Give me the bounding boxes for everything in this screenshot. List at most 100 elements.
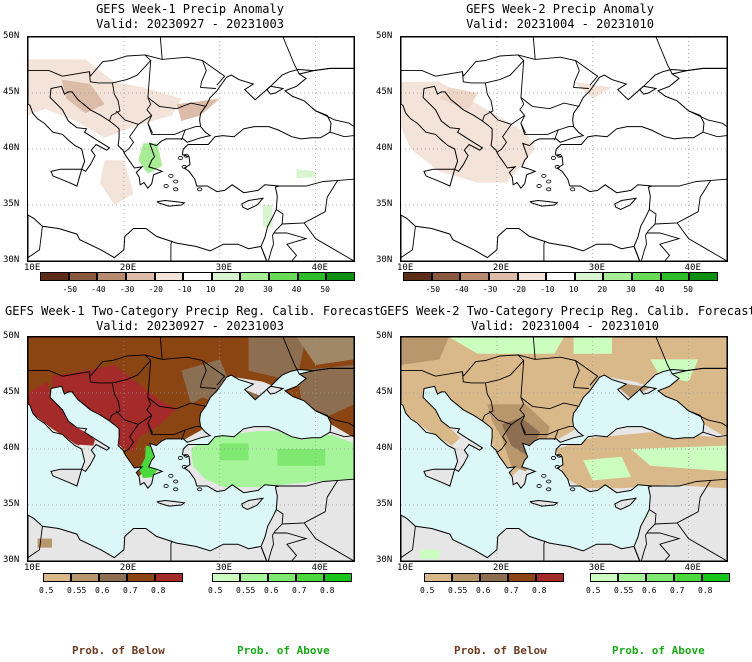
island — [570, 187, 576, 192]
country-border — [517, 354, 589, 389]
colorbar-swatch — [211, 272, 241, 281]
lat-label: 45N — [376, 87, 393, 97]
country-border — [645, 509, 657, 536]
colorbar-label: -10 — [177, 285, 192, 294]
coastline — [423, 168, 456, 187]
colorbar-swatch — [97, 272, 126, 281]
country-border — [115, 410, 152, 425]
island — [554, 165, 560, 169]
island — [168, 173, 174, 178]
colorbar-label: 10 — [568, 285, 579, 294]
island — [550, 156, 557, 160]
colorbar-swatch — [99, 573, 127, 582]
country-border — [147, 97, 207, 110]
lon-label: 10E — [24, 563, 41, 573]
island — [173, 487, 179, 492]
country-border — [496, 424, 512, 453]
above-normal-area — [420, 549, 440, 559]
country-border — [170, 540, 173, 561]
coastline — [401, 514, 641, 561]
anomaly-colorbar: -50 -40 -30 -20 -10 10 20 30 40 50 — [40, 272, 355, 298]
lat-label: 50N — [376, 331, 393, 341]
island — [163, 184, 169, 188]
country-border — [159, 37, 163, 60]
colorbar-label: -20 — [511, 285, 526, 294]
coastline — [638, 85, 658, 95]
colorbar-swatch — [183, 272, 212, 281]
coastline — [28, 37, 354, 190]
country-border — [655, 180, 712, 225]
colorbar-label: 50 — [320, 285, 330, 294]
colorbar-label: 0.6 — [642, 586, 657, 595]
country-border — [28, 70, 63, 77]
country-border — [401, 370, 436, 377]
lat-label: 40N — [376, 143, 393, 153]
colorbar-label: 50 — [683, 285, 693, 294]
above-colorbar: 0.5 0.55 0.6 0.7 0.8 — [586, 573, 730, 599]
country-border — [89, 354, 152, 384]
colorbar-label: 0.5 — [586, 586, 601, 595]
colorbar-label: 0.55 — [236, 586, 256, 595]
colorbar-swatch — [297, 272, 327, 281]
country-border — [676, 522, 727, 561]
colorbar-swatch — [212, 573, 240, 582]
island — [546, 179, 552, 184]
panel-2-valid: Valid: 20231004 - 20231010 — [466, 17, 654, 31]
country-border — [115, 110, 152, 125]
country-border — [543, 540, 546, 561]
country-border — [520, 97, 580, 110]
map-panel-week2-probability — [400, 336, 728, 562]
negative-anomaly-area — [439, 87, 478, 110]
coastline — [28, 337, 354, 490]
island — [173, 179, 179, 184]
lat-label: 30N — [376, 255, 393, 265]
colorbar-swatch — [574, 272, 604, 281]
island — [183, 153, 189, 158]
below-normal-area — [296, 337, 354, 365]
below-colorbar: 0.5 0.55 0.6 0.7 0.8 — [420, 573, 564, 599]
island — [546, 479, 552, 484]
country-border — [558, 426, 574, 431]
lat-label: 40N — [3, 443, 20, 453]
colorbar-swatch — [590, 573, 618, 582]
land-anatolia — [555, 68, 727, 261]
coastline — [181, 67, 354, 261]
colorbar-swatch — [660, 272, 690, 281]
country-border — [575, 60, 599, 86]
country-border — [435, 371, 494, 422]
lon-label: 20E — [119, 563, 137, 573]
colorbar-swatch — [536, 573, 564, 582]
anomaly-colorbar: -50 -40 -30 -20 -10 10 20 30 40 50 — [403, 272, 718, 298]
coastline — [50, 468, 83, 487]
colorbar-swatch — [296, 573, 324, 582]
panel-4-valid: Valid: 20231004 - 20231010 — [471, 319, 659, 333]
above-normal-area — [219, 443, 249, 461]
colorbar-label: 0.8 — [151, 586, 166, 595]
lat-label: 35N — [3, 499, 20, 509]
coastline — [156, 499, 186, 507]
country-border — [144, 54, 216, 89]
country-border — [496, 124, 512, 153]
country-border — [655, 480, 712, 525]
colorbar-swatch — [240, 573, 268, 582]
country-border — [558, 126, 574, 131]
country-border — [655, 37, 673, 75]
lon-label: 10E — [397, 263, 414, 273]
coastline — [554, 367, 727, 561]
colorbar-swatch — [43, 573, 71, 582]
map-canvas — [401, 37, 727, 261]
prob-above-label: Prob. of Above — [237, 644, 330, 657]
island — [177, 156, 184, 160]
country-border — [88, 371, 91, 377]
coastline — [241, 197, 265, 211]
lon-label: 40E — [684, 563, 701, 573]
coastline — [156, 199, 186, 207]
country-border — [645, 209, 657, 236]
country-border — [282, 37, 300, 75]
island — [536, 184, 542, 188]
negative-anomaly-area — [99, 160, 134, 205]
country-border — [329, 131, 354, 138]
coastline — [401, 37, 727, 190]
island — [556, 153, 562, 158]
land-africa — [28, 515, 267, 561]
